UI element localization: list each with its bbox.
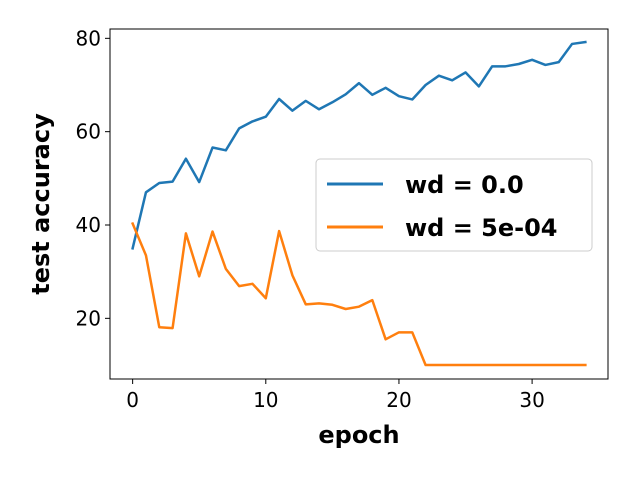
x-tick-label: 30 xyxy=(519,388,544,412)
legend-box xyxy=(315,158,593,252)
axes-frame xyxy=(109,28,609,380)
y-tick-label: 40 xyxy=(76,213,101,237)
x-axis-label: epoch xyxy=(318,421,399,449)
plot-area xyxy=(131,40,587,367)
x-tick-label: 0 xyxy=(126,388,139,412)
x-tick-label: 10 xyxy=(253,388,278,412)
y-axis-ticks: 20 40 60 80 xyxy=(76,26,110,330)
x-tick-label: 20 xyxy=(386,388,411,412)
y-tick-label: 60 xyxy=(76,120,101,144)
series-line-wd-0 xyxy=(131,40,587,250)
series-line-wd-5e-04 xyxy=(131,221,587,367)
legend-label-wd-0: wd = 0.0 xyxy=(405,171,524,199)
y-axis-label: test accuracy xyxy=(27,113,55,295)
y-tick-label: 80 xyxy=(76,26,101,50)
y-tick-label: 20 xyxy=(76,306,101,330)
x-axis-ticks: 0 10 20 30 xyxy=(126,379,545,412)
legend-label-wd-5e-04: wd = 5e-04 xyxy=(405,214,558,242)
legend: wd = 0.0 wd = 5e-04 xyxy=(315,158,593,252)
